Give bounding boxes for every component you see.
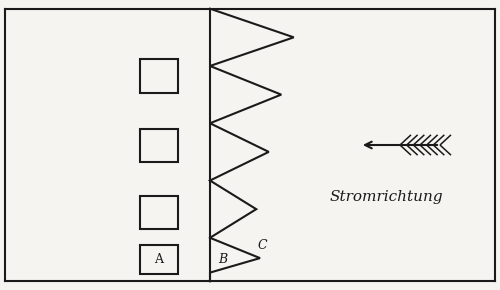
Text: B: B — [218, 253, 227, 266]
Bar — [140, 129, 177, 162]
Bar — [140, 245, 177, 274]
Bar — [140, 59, 177, 93]
Text: A: A — [154, 253, 163, 266]
Text: Stromrichtung: Stromrichtung — [330, 190, 444, 204]
Text: C: C — [258, 239, 268, 251]
Bar — [140, 196, 177, 229]
